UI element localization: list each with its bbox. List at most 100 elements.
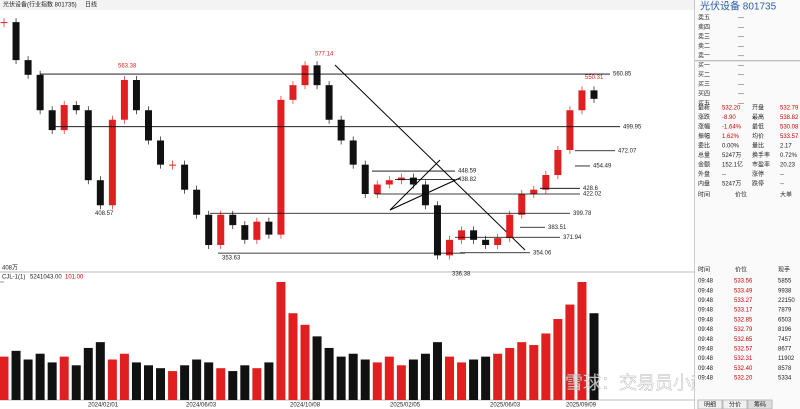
candle: [385, 180, 393, 185]
stat: 538.82: [780, 115, 799, 121]
candle: [48, 110, 56, 131]
stat: 量比: [752, 142, 764, 150]
book-name: 买四: [698, 90, 710, 98]
tick-cell: 532.20: [734, 376, 753, 382]
candle: [361, 164, 369, 195]
level-label: 371.94: [563, 235, 582, 241]
candle: [325, 85, 333, 120]
volume-bar: [372, 362, 382, 400]
candle: [530, 189, 538, 195]
stat: 涨跌: [698, 113, 710, 121]
stat: 跌停: [752, 180, 764, 188]
book-value: ---: [738, 63, 744, 69]
candle: [157, 140, 165, 165]
x-label: 2024/06/03: [186, 403, 217, 409]
level-label: 354.06: [533, 250, 552, 256]
tab-label[interactable]: 明细: [704, 401, 716, 409]
tick-cell: 9938: [778, 288, 792, 294]
book-value: ---: [738, 16, 744, 22]
candle: [12, 22, 20, 61]
volume-bar: [23, 359, 33, 400]
volume-bar: [240, 365, 250, 400]
candle: [108, 119, 116, 206]
candle: [289, 85, 297, 100]
tab-label[interactable]: 筹码: [754, 401, 766, 409]
tick-cell: 533.17: [734, 308, 753, 314]
stat: 0.72%: [780, 153, 798, 159]
volume-bar: [384, 356, 394, 400]
volume-bar: [577, 282, 587, 400]
tick-cell: 533.27: [734, 298, 753, 304]
tick-cell: 532.85: [734, 317, 753, 323]
stat: 涨幅: [698, 123, 710, 131]
stat: 换手率: [752, 151, 770, 159]
stat: 内盘: [698, 180, 710, 188]
book-name: 买五: [698, 99, 710, 107]
tab[interactable]: [697, 399, 723, 409]
tick-header: 现手: [778, 266, 790, 274]
panel: 卖五 ---卖四 ---卖三 ---卖二 ---卖一 ---买一 ---买二 ---买三 ---…: [695, 15, 800, 409]
stat: 均价: [752, 132, 764, 140]
candle: [542, 175, 550, 190]
volume-bar: [107, 359, 117, 400]
stat: 5247万: [722, 152, 741, 159]
volume-bar: [11, 350, 21, 400]
tick-cell: 5334: [778, 376, 792, 382]
indicator-name: CJL-1(1): [2, 275, 25, 281]
stat: -1.64%: [722, 125, 742, 131]
candle: [60, 105, 68, 131]
volume-bar: [408, 359, 418, 400]
candle: [0, 22, 8, 24]
volume-bar: [252, 368, 262, 400]
candle: [397, 177, 405, 181]
volume-bar: [457, 362, 467, 400]
volume-bar: [565, 304, 575, 400]
stat: -8.90: [722, 115, 736, 121]
stat: 委比: [698, 142, 710, 150]
tick-cell: 09:48: [698, 288, 714, 294]
stat: 外盘: [698, 170, 710, 178]
stat: 20.23: [780, 163, 796, 169]
x-label: 2024/02/01: [88, 403, 119, 409]
x-label: 2025/09/09: [566, 403, 597, 409]
stat: 涨停: [752, 170, 764, 178]
book-value: ---: [738, 82, 744, 88]
candle: [181, 164, 189, 190]
volume-bar: [481, 356, 491, 400]
volume-bar: [59, 356, 69, 400]
volume-bar: [420, 353, 430, 400]
candle: [554, 149, 562, 176]
tab[interactable]: [747, 399, 773, 409]
candle: [144, 110, 152, 141]
candle: [205, 214, 213, 246]
stat: 2.17: [780, 144, 792, 150]
big-header: 大单: [780, 191, 792, 199]
candle: [446, 239, 454, 256]
peak-label: 408.57: [95, 211, 114, 217]
stat: 533.57: [780, 134, 799, 140]
candle: [458, 230, 466, 240]
book-name: 卖三: [698, 34, 710, 41]
volume-bar: [216, 368, 226, 400]
tab-label[interactable]: 分价: [729, 401, 741, 409]
volume-bar: [204, 362, 214, 400]
candle: [265, 221, 273, 235]
book-name: 卖四: [698, 24, 710, 31]
volume-bar: [168, 371, 178, 400]
candle: [36, 74, 44, 111]
level-label: 438.82: [458, 177, 477, 183]
big-header: 时间: [698, 191, 710, 199]
stat: 最新: [698, 104, 710, 112]
peak-label: 577.14: [315, 52, 334, 58]
tab[interactable]: [722, 399, 748, 409]
volume-bar: [432, 342, 442, 400]
volume-bar: [589, 313, 599, 400]
level-label: 422.02: [583, 192, 602, 198]
tick-cell: 09:48: [698, 337, 714, 343]
volume-bar: [360, 359, 370, 400]
book-name: 卖一: [698, 53, 710, 60]
candle: [229, 214, 237, 226]
tick-cell: 09:48: [698, 308, 714, 314]
